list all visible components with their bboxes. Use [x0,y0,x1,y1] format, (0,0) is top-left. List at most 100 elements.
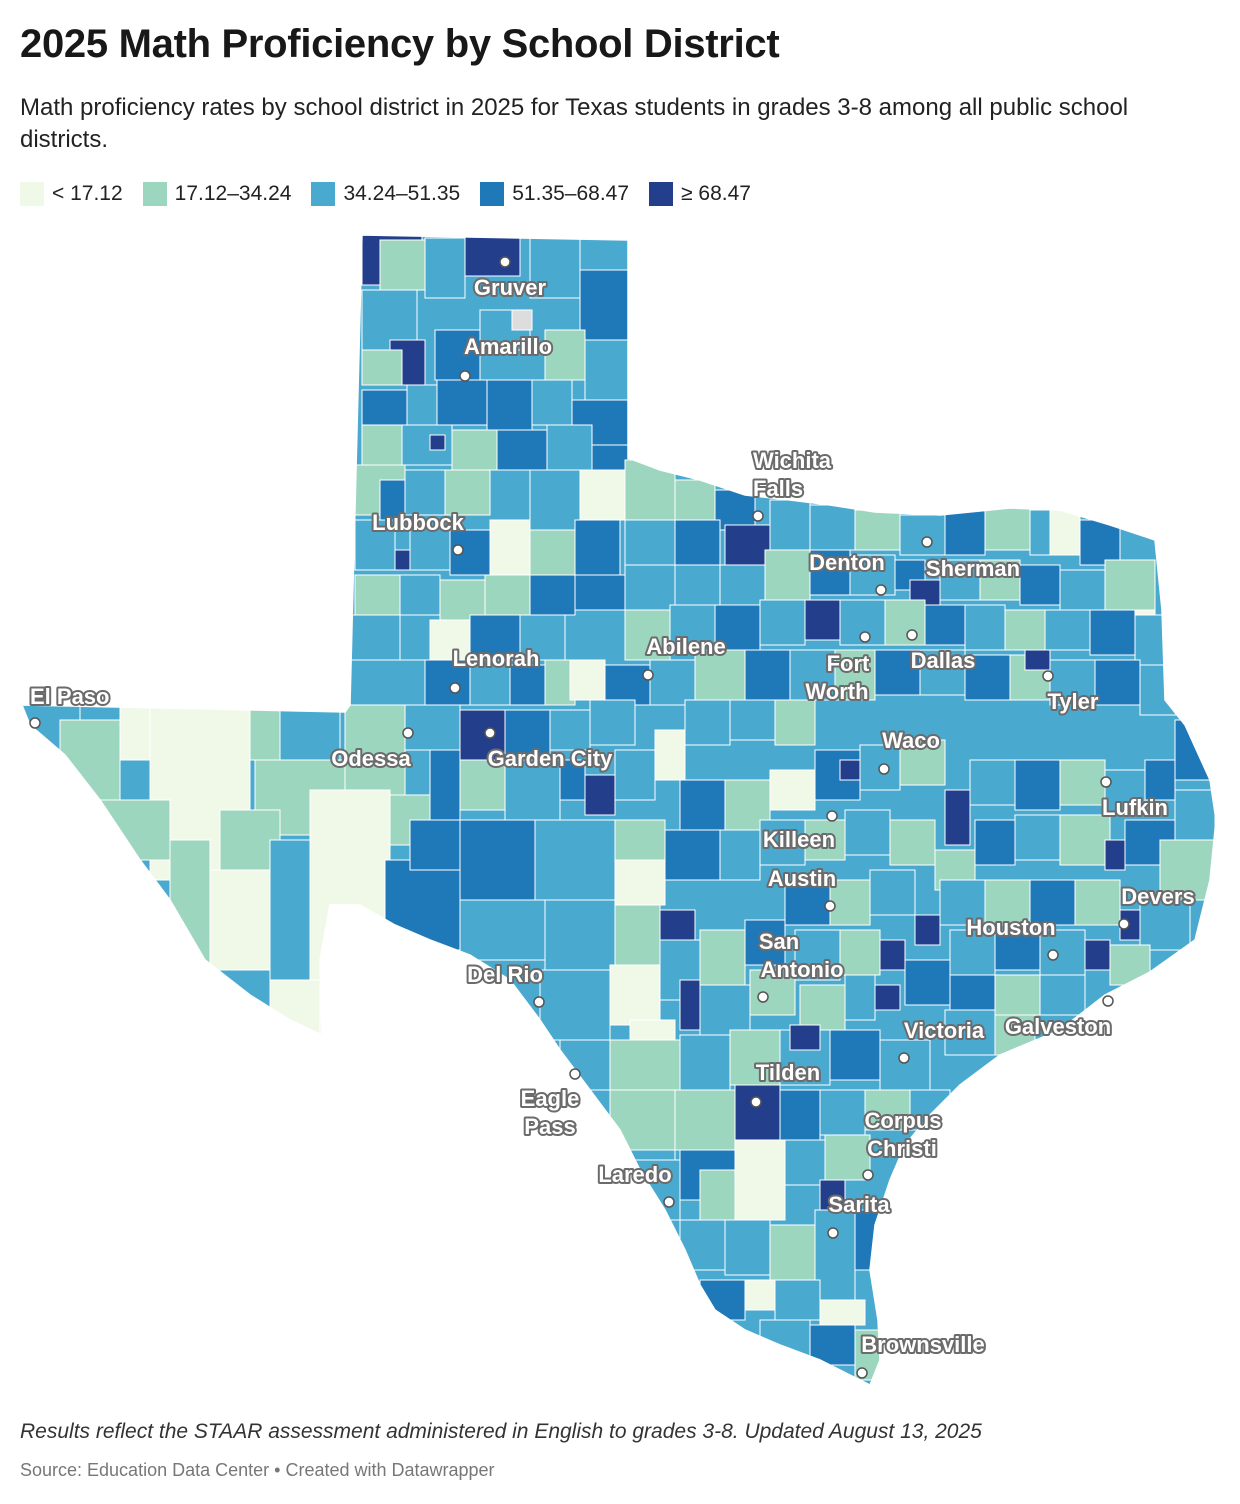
city-denton[interactable]: Denton [807,548,887,596]
city-abilene-dot [642,669,654,681]
city-lufkin[interactable]: Lufkin [1100,776,1170,822]
city-fort-worth-dot [859,631,871,643]
city-odessa-label: Odessa [331,746,411,771]
city-houston[interactable]: Houston [964,913,1059,961]
city-abilene[interactable]: Abilene [642,632,728,681]
legend-item-5: ≥ 68.47 [649,182,751,206]
city-del-rio-dot [533,996,545,1008]
legend-label-5: ≥ 68.47 [681,182,751,205]
city-sarita-dot [827,1227,839,1239]
city-brownsville-dot [856,1367,868,1379]
city-victoria[interactable]: Victoria [898,1016,987,1064]
legend-label-1: < 17.12 [52,182,123,205]
city-victoria-dot [898,1052,910,1064]
city-lufkin-dot [1100,776,1112,788]
city-markers: Gruver Amarillo Wichita Falls Lubbock De… [28,256,1197,1379]
city-galveston-label: Galveston [1005,1014,1111,1039]
city-san-antonio-label-2: Antonio [760,957,843,982]
city-denton-label: Denton [809,550,885,575]
city-victoria-label: Victoria [904,1018,985,1043]
legend-swatch-4 [480,182,505,206]
city-fort-worth-label-1: Fort [827,651,870,676]
city-eagle-pass[interactable]: Eagle Pass [519,1068,581,1141]
city-san-antonio-label-1: San [759,929,799,954]
city-amarillo[interactable]: Amarillo [459,332,554,382]
city-wichita-falls-dot [752,510,764,522]
city-tilden[interactable]: Tilden [750,1058,822,1108]
city-dallas[interactable]: Dallas [906,629,977,675]
city-brownsville[interactable]: Brownsville [856,1330,987,1379]
city-garden-city-dot [484,727,496,739]
city-houston-label: Houston [966,915,1055,940]
legend-label-3: 34.24–51.35 [343,182,461,205]
district-choropleth[interactable] [0,225,1240,1415]
city-wichita-falls[interactable]: Wichita Falls [751,446,834,522]
city-wichita-falls-label-2: Falls [753,476,803,501]
city-eagle-pass-dot [569,1068,581,1080]
city-houston-dot [1047,949,1059,961]
city-lubbock-label: Lubbock [372,510,464,535]
city-denton-dot [875,584,887,596]
legend-label-4: 51.35–68.47 [512,182,630,205]
city-austin-label: Austin [768,866,836,891]
city-corpus-christi-dot [862,1169,874,1181]
city-laredo-dot [663,1196,675,1208]
legend-item-2: 17.12–34.24 [142,182,292,206]
chart-subtitle: Math proficiency rates by school distric… [20,94,1129,153]
city-del-rio[interactable]: Del Rio [465,960,545,1008]
city-tyler[interactable]: Tyler [1042,670,1101,716]
city-fort-worth-label-2: Worth [805,679,868,704]
city-wichita-falls-label-1: Wichita [753,448,832,473]
city-tyler-dot [1042,670,1054,682]
city-odessa[interactable]: Odessa [329,727,414,773]
legend-item-3: 34.24–51.35 [311,182,460,206]
city-waco-label: Waco [882,728,940,753]
city-galveston[interactable]: Galveston [1003,995,1114,1041]
city-waco-dot [878,763,890,775]
city-sherman[interactable]: Sherman [921,536,1022,583]
chart-title: 2025 Math Proficiency by School District [20,22,780,66]
city-lubbock[interactable]: Lubbock [370,508,467,556]
city-sarita[interactable]: Sarita [826,1190,892,1239]
legend-label-2: 17.12–34.24 [174,182,292,205]
city-odessa-dot [402,727,414,739]
city-lenorah-label: Lenorah [453,646,540,671]
city-eagle-pass-label-1: Eagle [521,1086,580,1111]
city-san-antonio[interactable]: San Antonio [757,927,846,1003]
city-amarillo-dot [459,370,471,382]
city-el-paso-dot [29,717,41,729]
city-lufkin-label: Lufkin [1102,795,1168,820]
city-austin[interactable]: Austin [766,864,838,912]
city-devers[interactable]: Devers [1118,882,1197,930]
city-devers-dot [1118,918,1130,930]
city-killeen-label: Killeen [763,827,835,852]
texas-district-map[interactable]: Gruver Amarillo Wichita Falls Lubbock De… [0,225,1240,1415]
city-fort-worth[interactable]: Fort Worth [803,631,872,706]
legend-swatch-1 [20,182,44,206]
city-sarita-label: Sarita [828,1192,890,1217]
color-legend: < 17.12 17.12–34.24 34.24–51.35 51.35–68… [20,182,771,206]
city-dallas-dot [906,629,918,641]
city-gruver[interactable]: Gruver [472,256,549,302]
chart-byline: Source: Education Data Center • Created … [20,1460,495,1480]
city-lenorah-dot [449,682,461,694]
city-laredo[interactable]: Laredo [596,1160,675,1208]
city-amarillo-label: Amarillo [464,334,552,359]
chart-notes: Results reflect the STAAR assessment adm… [20,1420,982,1443]
city-devers-label: Devers [1121,884,1194,909]
city-lenorah[interactable]: Lenorah [449,644,541,694]
city-killeen[interactable]: Killeen [761,810,838,854]
legend-swatch-2 [142,182,167,206]
city-garden-city[interactable]: Garden City [484,727,615,773]
city-sherman-label: Sherman [926,556,1020,581]
city-el-paso[interactable]: El Paso [28,682,111,729]
city-garden-city-label: Garden City [488,746,613,771]
city-tilden-label: Tilden [756,1060,820,1085]
city-austin-dot [824,900,836,912]
city-corpus-christi[interactable]: Corpus Christi [862,1106,944,1181]
city-dallas-label: Dallas [911,648,976,673]
city-abilene-label: Abilene [646,634,725,659]
city-waco[interactable]: Waco [878,726,942,775]
legend-item-4: 51.35–68.47 [480,182,629,206]
city-tilden-dot [750,1096,762,1108]
